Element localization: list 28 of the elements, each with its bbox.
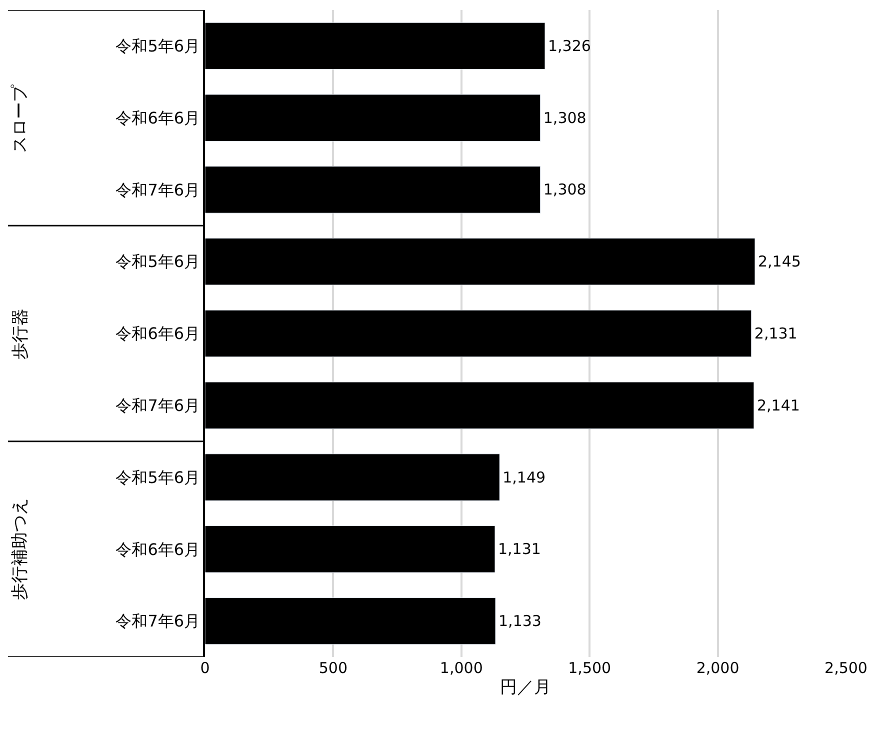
x-tick-label: 500 — [318, 659, 348, 677]
y-tick-label: 令和7年6月 — [116, 180, 200, 200]
data-label: 1,131 — [498, 540, 541, 558]
data-label: 1,149 — [502, 468, 546, 486]
y-tick-label: 令和6年6月 — [116, 324, 200, 344]
text: 歩行補助つえ — [10, 498, 30, 600]
y-tick-label: 令和5年6月 — [116, 36, 200, 56]
y-tick-label: 令和6年6月 — [116, 108, 200, 128]
x-axis-title: 円／月 — [500, 677, 551, 698]
data-label: 1,133 — [498, 612, 542, 630]
x-tick-label: 0 — [200, 659, 210, 677]
y-tick-label: 令和7年6月 — [116, 396, 200, 415]
data-label: 1,308 — [543, 108, 586, 127]
text: 歩行器 — [10, 308, 30, 360]
data-label: 2,145 — [758, 252, 801, 271]
y-tick-label: 令和5年6月 — [116, 252, 200, 272]
data-label: 1,326 — [548, 36, 591, 55]
data-label: 2,131 — [754, 324, 798, 342]
data-label: 2,141 — [756, 396, 800, 414]
x-tick-label: 1,000 — [440, 659, 483, 677]
y-tick-label: 令和6年6月 — [116, 540, 200, 559]
x-tick-label: 2,500 — [824, 659, 868, 677]
x-tick-label: 1,500 — [568, 659, 612, 677]
y-tick-label: 令和5年6月 — [116, 468, 200, 487]
data-label: 1,308 — [543, 180, 586, 199]
text: スロープ — [10, 84, 30, 153]
x-tick-label: 2,000 — [696, 659, 740, 677]
y-tick-label: 令和7年6月 — [116, 612, 200, 631]
